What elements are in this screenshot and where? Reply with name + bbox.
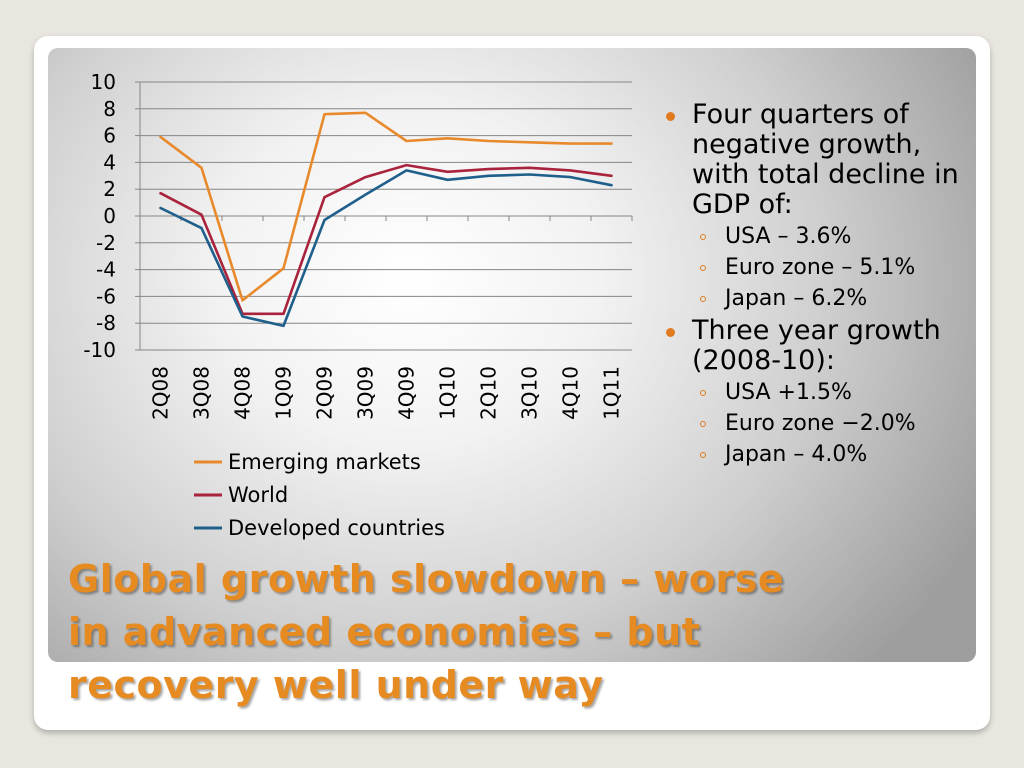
chart-gridlines xyxy=(135,81,633,351)
y-tick-label: -4 xyxy=(96,258,116,282)
gdp-growth-line-chart: 10 8 64 2 0 -2 -4-6 -8 -10 2Q08 3Q08 4Q08 1Q09 2Q09 3… xyxy=(83,70,633,540)
sub-bullet-text: Euro zone −2.0% xyxy=(725,411,916,436)
legend-label: Emerging markets xyxy=(228,450,421,474)
x-tick-label: 1Q09 xyxy=(272,366,296,420)
ring-bullet-icon xyxy=(700,452,706,458)
legend-item: Emerging markets xyxy=(194,450,421,474)
sub-bullet-text: Japan – 6.2% xyxy=(725,286,868,311)
x-tick-label: 2Q10 xyxy=(477,366,501,420)
chart-series xyxy=(159,111,613,328)
y-tick-label: -10 xyxy=(83,338,116,362)
slide-panel xyxy=(48,48,976,662)
x-tick-label: 4Q08 xyxy=(231,366,255,420)
sub-bullet-usa-growth: USA +1.5% xyxy=(692,379,972,406)
legend-item: Developed countries xyxy=(194,516,445,540)
sub-bullet-usa-decline: USA – 3.6% xyxy=(692,223,972,250)
series-line-emerging-markets xyxy=(159,111,613,302)
slide-title-line-3: recovery well under way xyxy=(68,663,604,707)
legend-item: World xyxy=(194,483,288,507)
slide-title-line-1: Global growth slowdown – worse xyxy=(68,557,785,601)
bullet-decline: Four quarters of negative growth, with t… xyxy=(662,100,972,312)
sub-bullet-eurozone-growth: Euro zone −2.0% xyxy=(692,410,972,437)
bullet-decline-text: Four quarters of negative growth, with t… xyxy=(692,99,959,220)
x-axis-tick-labels: 2Q08 3Q08 4Q08 1Q09 2Q09 3Q09 4Q09 1Q10 2Q10 3Q10… xyxy=(149,366,624,420)
x-tick-label: 4Q09 xyxy=(395,366,419,420)
bullet-list: Four quarters of negative growth, with t… xyxy=(662,100,972,472)
x-tick-label: 2Q08 xyxy=(149,366,173,420)
legend-label: World xyxy=(228,483,288,507)
series-line-developed-countries xyxy=(159,169,613,328)
x-tick-label: 1Q11 xyxy=(600,366,624,420)
x-tick-label: 2Q09 xyxy=(313,366,337,420)
ring-bullet-icon xyxy=(700,265,706,271)
x-tick-label: 3Q10 xyxy=(518,366,542,420)
bullet-dot-icon xyxy=(666,328,675,337)
x-tick-label: 3Q08 xyxy=(190,366,214,420)
sub-bullet-japan-decline: Japan – 6.2% xyxy=(692,285,972,312)
slide-title-line-2: in advanced economies – but xyxy=(68,610,701,654)
sub-bullet-text: Euro zone – 5.1% xyxy=(725,255,916,280)
series-line-world xyxy=(159,163,613,316)
y-tick-label: -8 xyxy=(96,311,116,335)
bullet-growth: Three year growth (2008-10): USA +1.5% E… xyxy=(662,316,972,468)
x-tick-label: 1Q10 xyxy=(436,366,460,420)
sub-bullet-text: USA +1.5% xyxy=(725,380,852,405)
x-tick-label: 4Q10 xyxy=(559,366,583,420)
bullet-dot-icon xyxy=(666,112,675,121)
legend-label: Developed countries xyxy=(228,516,445,540)
y-tick-label: -2 xyxy=(96,231,116,255)
decline-sub-list: USA – 3.6% Euro zone – 5.1% Japan – 6.2% xyxy=(692,223,972,312)
y-tick-label: 4 xyxy=(103,150,116,174)
sub-bullet-text: USA – 3.6% xyxy=(725,224,852,249)
x-tick-label: 3Q09 xyxy=(354,366,378,420)
ring-bullet-icon xyxy=(700,421,706,427)
slide-title: Global growth slowdown – worse in advanc… xyxy=(68,553,968,712)
y-tick-label: -6 xyxy=(96,284,116,308)
y-tick-label: 8 xyxy=(103,97,116,121)
growth-sub-list: USA +1.5% Euro zone −2.0% Japan – 4.0% xyxy=(692,379,972,468)
y-tick-label: 2 xyxy=(103,177,116,201)
sub-bullet-japan-growth: Japan – 4.0% xyxy=(692,441,972,468)
ring-bullet-icon xyxy=(700,390,706,396)
bullet-growth-text: Three year growth (2008-10): xyxy=(692,315,941,376)
y-tick-label: 6 xyxy=(103,124,116,148)
sub-bullet-eurozone-decline: Euro zone – 5.1% xyxy=(692,254,972,281)
chart-legend: Emerging markets World Developed countries xyxy=(194,450,445,540)
ring-bullet-icon xyxy=(700,234,706,240)
y-axis-tick-labels: 10 8 64 2 0 -2 -4-6 -8 -10 xyxy=(83,70,116,362)
y-tick-label: 10 xyxy=(91,70,116,94)
ring-bullet-icon xyxy=(700,296,706,302)
y-tick-label: 0 xyxy=(103,204,116,228)
sub-bullet-text: Japan – 4.0% xyxy=(725,442,868,467)
